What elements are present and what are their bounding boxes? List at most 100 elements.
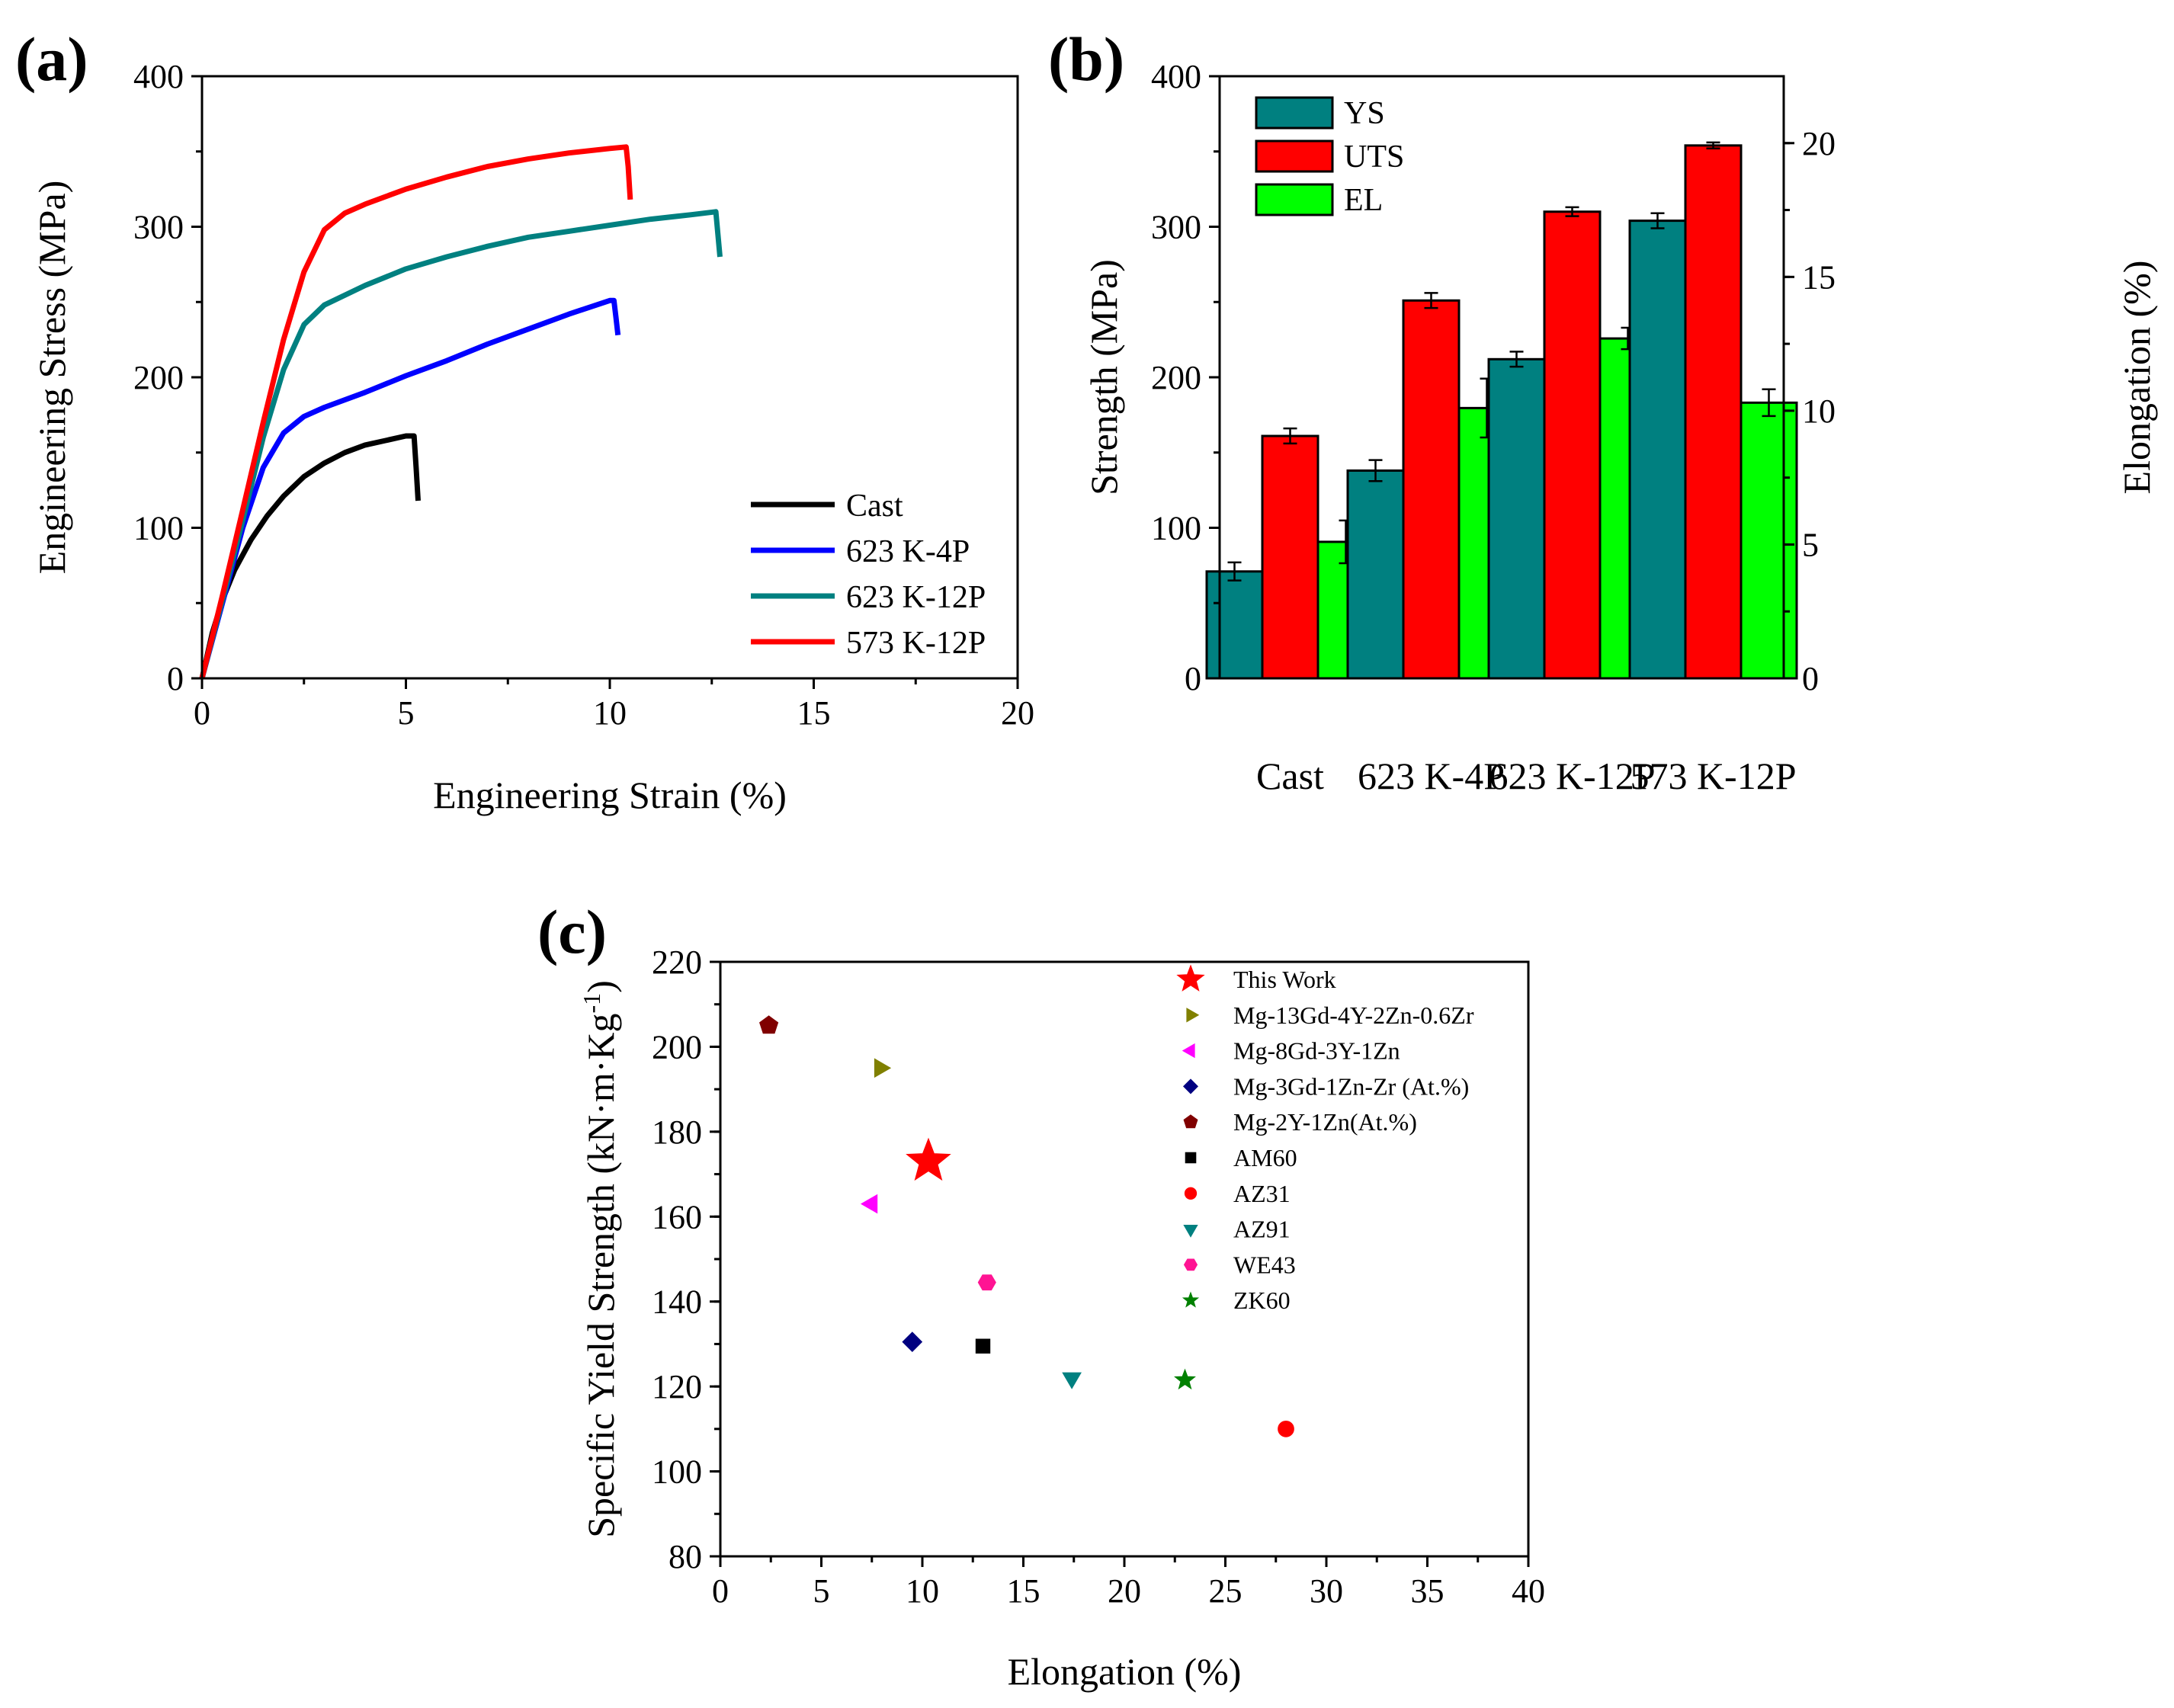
x-tick-label: 0 [712,1572,729,1610]
data-point-we43 [977,1274,996,1291]
legend-marker-mg-8gd-3y-1zn [1182,1043,1195,1059]
y-axis-title-b: Strength (MPa) [1082,259,1125,495]
plot-frame-c [719,960,1530,1558]
data-point-mg-2y-1zn-at [759,1015,779,1034]
y-tick-label: 400 [133,58,184,95]
y-tick-label: 200 [652,1028,702,1065]
panel-label-c: (c) [537,897,607,966]
y-axis-title-c: Specific Yield Strength (kN·m·Kg-1) [578,980,622,1538]
legend-marker-az31 [1184,1187,1198,1200]
x-axis-title-a: Engineering Strain (%) [433,774,787,816]
y-tick-label: 0 [1185,660,1201,697]
legend-label-mg-8gd-3y-1zn: Mg-8Gd-3Y-1Zn [1233,1037,1400,1065]
legend-marker-zk60 [1182,1291,1200,1308]
data-point-az91 [1062,1372,1082,1389]
panel-label-b: (b) [1048,24,1124,94]
y2-tick-label: 15 [1802,258,1836,296]
x-tick-label: 5 [398,694,415,732]
bar-uts-623-k-4p [1402,299,1461,680]
y-tick-label: 300 [133,209,184,246]
x-tick-label: 0 [194,694,210,732]
x-axis-title-c: Elongation (%) [1008,1650,1242,1693]
x-tick-label: 20 [1108,1572,1141,1610]
y-tick-label: 400 [1151,58,1201,95]
legend-marker-this-work [1176,964,1205,992]
category-label-573-k-12p: 573 K-12P [1630,755,1796,797]
x-tick-label: 20 [1001,694,1034,732]
y-tick-label: 160 [652,1198,702,1235]
data-point-mg-13gd-4y-2zn-0-6zr [874,1058,892,1078]
data-point-am60 [975,1338,991,1354]
data-point-zk60 [1174,1368,1196,1390]
category-label-623-k-12p: 623 K-12P [1489,755,1655,797]
legend-label-zk60: ZK60 [1233,1287,1291,1314]
y-tick-label: 80 [669,1538,702,1575]
x-tick-label: 30 [1310,1572,1343,1610]
bar-uts-623-k-12p [1543,210,1602,680]
series-line-573-k-12p [199,144,633,679]
legend-marker-we43 [1183,1258,1198,1271]
series-line-623-k-4p [199,297,621,679]
legend-label-uts: UTS [1344,139,1404,175]
y-tick-label: 300 [1151,209,1201,246]
y2-tick-label: 0 [1802,660,1819,697]
data-point-mg-8gd-3y-1zn [860,1194,878,1214]
legend-marker-mg-2y-1zn-at [1183,1114,1198,1129]
legend-label-623-k-4p: 623 K-4P [846,534,970,569]
panel-label-a: (a) [15,24,88,94]
legend-swatch-el [1255,183,1334,216]
bar-ys-cast [1205,570,1264,680]
data-point-mg-3gd-1zn-zr-at [902,1331,923,1353]
y-tick-label: 200 [1151,359,1201,396]
x-tick-label: 35 [1411,1572,1445,1610]
bar-el-573-k-12p [1740,401,1798,680]
x-tick-label: 5 [813,1572,830,1610]
x-tick-label: 40 [1512,1572,1545,1610]
y-tick-label: 100 [652,1453,702,1491]
legend-label-el: EL [1344,183,1383,218]
y2-tick-label: 5 [1802,526,1819,563]
bar-uts-cast [1261,434,1319,680]
y-tick-label: 100 [1151,510,1201,547]
category-label-cast: Cast [1256,755,1324,797]
y-tick-label: 140 [652,1283,702,1321]
x-tick-label: 15 [797,694,831,732]
legend-label-623-k-12p: 623 K-12P [846,580,986,615]
legend-label-az91: AZ91 [1233,1216,1291,1243]
bar-ys-573-k-12p [1628,220,1687,680]
legend-marker-mg-3gd-1zn-zr-at [1182,1078,1199,1094]
y2-axis-title-b: Elongation (%) [2115,261,2158,495]
series-line-623-k-12p [199,209,723,679]
bar-uts-573-k-12p [1684,144,1743,680]
y2-tick-label: 20 [1802,125,1836,162]
bar-ys-623-k-4p [1346,469,1405,680]
legend-label-573-k-12p: 573 K-12P [846,626,986,661]
legend-label-mg-2y-1zn-at: Mg-2Y-1Zn(At.%) [1233,1108,1417,1136]
legend-label-am60: AM60 [1233,1144,1297,1171]
legend-swatch-uts [1255,139,1334,173]
y-tick-label: 100 [133,510,184,547]
legend-marker-am60 [1185,1152,1197,1164]
legend-label-ys: YS [1344,96,1385,131]
y-tick-label: 220 [652,944,702,981]
legend-label-mg-3gd-1zn-zr-at: Mg-3Gd-1Zn-Zr (At.%) [1233,1072,1469,1100]
x-tick-label: 10 [906,1572,939,1610]
panel-c: (c) 0 5 10 15 20 25 30 35 40 80 100 120 140 160 180 200 2… [537,897,1545,1693]
y-tick-label: 180 [652,1114,702,1151]
y-tick-label: 200 [133,359,184,396]
y-tick-label: 120 [652,1368,702,1405]
legend-swatch-ys [1255,96,1334,130]
legend-label-cast: Cast [846,489,903,524]
legend-label-az31: AZ31 [1233,1180,1291,1207]
y-axis-title-a: Engineering Stress (MPa) [30,181,73,575]
x-tick-label: 25 [1209,1572,1243,1610]
legend-label-mg-13gd-4y-2zn-0-6zr: Mg-13Gd-4Y-2Zn-0.6Zr [1233,1001,1474,1029]
data-point-az31 [1278,1421,1294,1437]
legend-marker-mg-13gd-4y-2zn-0-6zr [1186,1008,1200,1023]
legend-marker-az91 [1183,1225,1198,1238]
x-tick-label: 10 [593,694,627,732]
